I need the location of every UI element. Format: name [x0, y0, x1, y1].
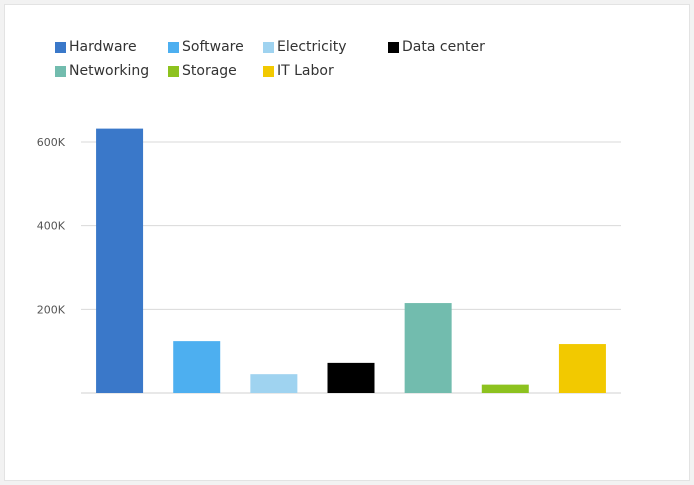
legend-item: IT Labor — [263, 61, 334, 81]
legend-item: Electricity — [263, 37, 347, 57]
legend-item: Software — [168, 37, 244, 57]
y-tick-label: 200K — [37, 303, 66, 316]
bar-chart: 200K 400K 600K — [37, 128, 621, 394]
y-tick-label: 600K — [37, 136, 66, 149]
y-tick-label: 400K — [37, 220, 66, 233]
bar-networking — [404, 303, 452, 393]
legend-label: Hardware — [69, 39, 137, 55]
bar-hardware — [96, 128, 144, 393]
legend-label: Electricity — [277, 39, 347, 55]
legend-swatch — [263, 41, 274, 53]
bar-data-center — [327, 362, 375, 393]
legend-item: Networking — [55, 61, 149, 81]
bar-storage — [481, 384, 529, 393]
chart-card: Hardware Software Electricity Data center Ne… — [4, 4, 690, 481]
legend-item: Hardware — [55, 37, 137, 57]
legend-swatch — [55, 65, 66, 77]
legend-label: Storage — [182, 63, 237, 79]
legend-label: IT Labor — [277, 63, 334, 79]
bar-electricity — [250, 374, 298, 393]
bar-software — [173, 341, 221, 393]
legend-swatch — [55, 41, 66, 53]
legend-swatch — [168, 41, 179, 53]
legend-swatch — [263, 65, 274, 77]
legend-label: Networking — [69, 63, 150, 79]
bar-it-labor — [558, 344, 606, 393]
legend-item: Storage — [168, 61, 237, 81]
legend-swatch — [168, 65, 179, 77]
legend-item: Data center — [388, 37, 485, 57]
legend-label: Software — [182, 39, 244, 55]
legend-swatch — [388, 41, 399, 53]
legend-label: Data center — [402, 39, 485, 55]
